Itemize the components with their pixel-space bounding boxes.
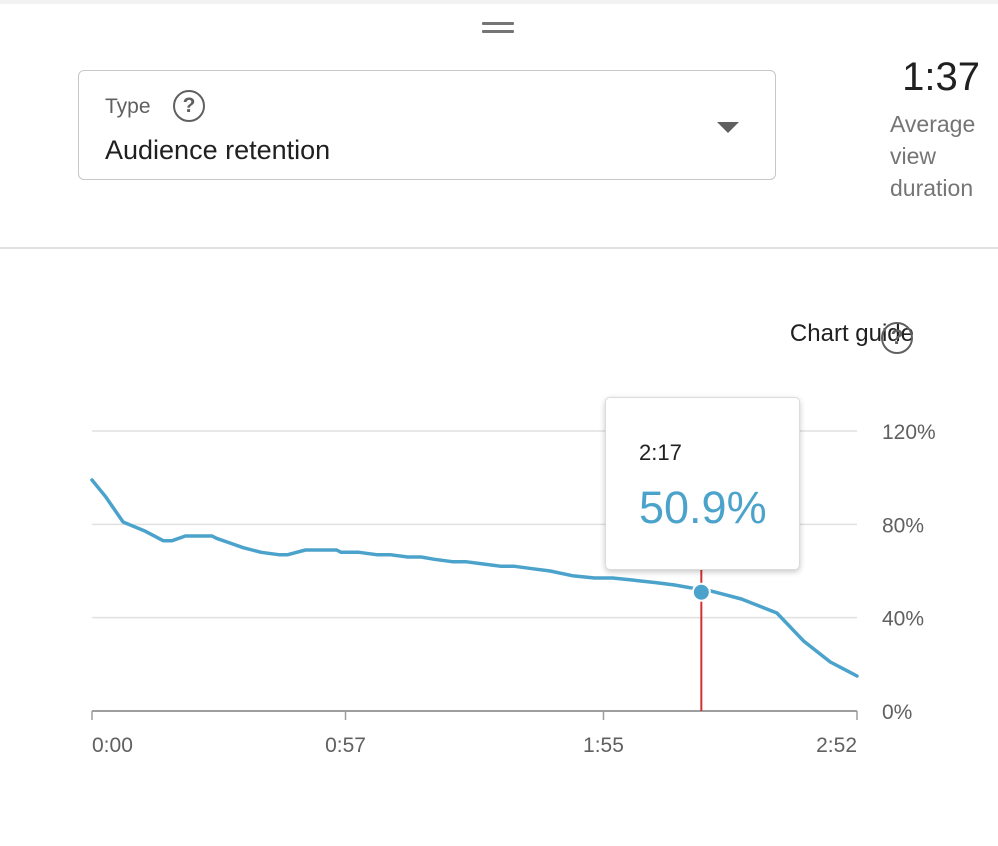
top-strip — [0, 0, 998, 4]
drag-handle-icon[interactable] — [482, 22, 514, 34]
chart-series[interactable] — [90, 478, 859, 678]
type-select-label: Type — [105, 95, 151, 118]
highlight-point — [691, 582, 711, 602]
x-tick-label: 1:55 — [583, 734, 624, 757]
type-select-value: Audience retention — [105, 135, 331, 165]
drag-handle-bar-bottom — [482, 30, 514, 33]
x-tick-label: 0:00 — [92, 734, 133, 757]
section-divider — [0, 247, 998, 249]
y-tick-label: 80% — [882, 514, 924, 537]
chart-tooltip: 2:17 50.9% — [605, 397, 800, 570]
x-tick-label: 0:57 — [325, 734, 366, 757]
chart-guide-help-icon[interactable]: ? — [881, 322, 913, 354]
average-view-duration-label: Average view duration — [890, 111, 976, 201]
tooltip-time: 2:17 — [639, 440, 682, 465]
tooltip-value: 50.9% — [639, 482, 767, 533]
x-tick-label: 2:52 — [816, 734, 857, 757]
type-select[interactable]: Type ? Audience retention — [78, 70, 776, 180]
retention-line[interactable] — [90, 478, 859, 678]
y-tick-label: 120% — [882, 421, 936, 444]
chart-markers — [691, 582, 711, 602]
drag-handle-bar-top — [482, 22, 514, 25]
y-tick-label: 40% — [882, 608, 924, 631]
type-help-icon[interactable]: ? — [173, 90, 205, 122]
dropdown-arrow-icon — [717, 122, 739, 133]
chart-axes: 0% 40% 80% 120% 0:00 0:57 1:55 2:52 — [91, 421, 936, 757]
y-tick-label: 0% — [882, 701, 912, 724]
average-view-duration-value: 1:37 — [902, 55, 980, 99]
